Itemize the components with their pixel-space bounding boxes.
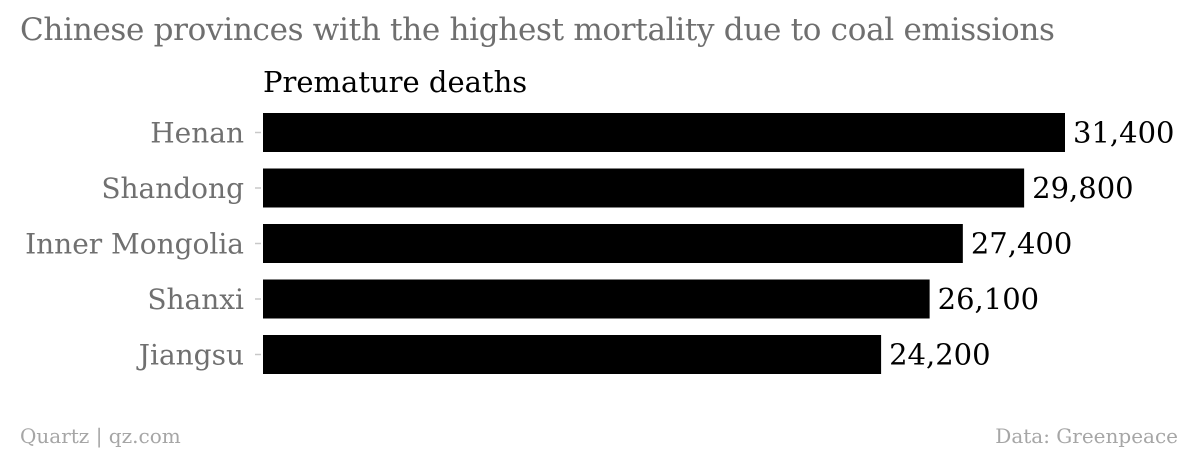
bar	[263, 168, 1025, 208]
category-label: Shandong	[101, 172, 244, 205]
value-label: 24,200	[889, 338, 990, 372]
category-label: Shanxi	[147, 283, 244, 316]
category-label: Inner Mongolia	[25, 228, 244, 261]
category-label: Henan	[150, 117, 244, 150]
bar	[263, 335, 882, 374]
value-label: 27,400	[971, 227, 1072, 261]
category-label: Jiangsu	[136, 339, 244, 372]
value-label: 29,800	[1032, 171, 1133, 205]
value-label: 26,100	[938, 282, 1039, 316]
series-label: Premature deaths	[263, 65, 527, 99]
bar	[263, 279, 930, 319]
value-label: 31,400	[1073, 116, 1174, 150]
chart-title: Chinese provinces with the highest morta…	[20, 12, 1055, 48]
source-credit: Quartz | qz.com	[20, 424, 181, 448]
bar	[263, 224, 963, 263]
data-credit: Data: Greenpeace	[995, 424, 1178, 448]
bar	[263, 113, 1065, 152]
